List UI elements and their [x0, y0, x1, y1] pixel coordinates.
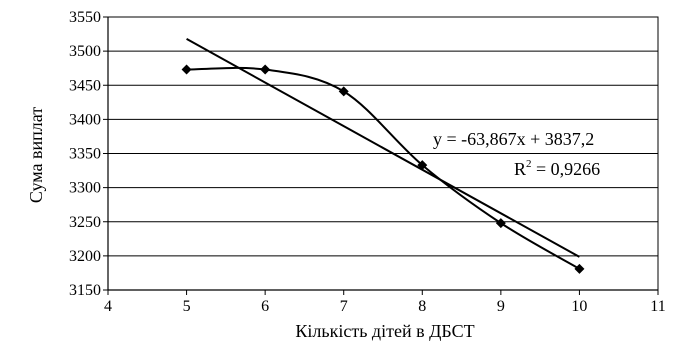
data-point	[574, 263, 585, 274]
tick-labels: 3150 3200 3250 3300 3350 3400 3450 3500 3550 4 5 6 7…	[69, 9, 666, 315]
r-squared-label: R2 = 0,9266	[514, 158, 600, 179]
trendline	[186, 38, 580, 258]
r-squared-superscript: 2	[526, 158, 532, 170]
x-tick-label: 11	[650, 298, 665, 315]
axes	[103, 16, 659, 295]
y-tick-label: 3550	[69, 9, 101, 26]
x-tick-label: 8	[418, 298, 426, 315]
y-tick-label: 3300	[69, 180, 101, 197]
gridlines	[108, 16, 658, 291]
data-point	[260, 64, 271, 75]
x-tick-label: 4	[104, 298, 112, 315]
series-group	[181, 64, 585, 274]
y-tick-label: 3500	[69, 43, 101, 60]
x-axis-label: Кількість дітей в ДБСТ	[295, 321, 474, 341]
r-squared-value: = 0,9266	[532, 159, 601, 179]
x-tick-label: 9	[497, 298, 505, 315]
x-tick-label: 7	[340, 298, 348, 315]
y-axis-label: Сума виплат	[26, 107, 46, 203]
data-point	[181, 64, 192, 75]
x-tick-label: 5	[183, 298, 191, 315]
x-tick-label: 10	[571, 298, 587, 315]
data-point	[495, 218, 506, 229]
y-tick-label: 3350	[69, 146, 101, 163]
x-tick-label: 6	[261, 298, 269, 315]
trendline-group	[186, 38, 580, 258]
data-point	[338, 86, 349, 97]
equation-label: y = -63,867x + 3837,2	[433, 129, 594, 149]
y-tick-label: 3450	[69, 77, 101, 94]
y-tick-label: 3250	[69, 214, 101, 231]
data-point	[417, 160, 428, 171]
r-squared-prefix: R	[514, 159, 526, 179]
y-tick-label: 3200	[69, 248, 101, 265]
y-tick-label: 3400	[69, 111, 101, 128]
y-tick-label: 3150	[69, 282, 101, 299]
